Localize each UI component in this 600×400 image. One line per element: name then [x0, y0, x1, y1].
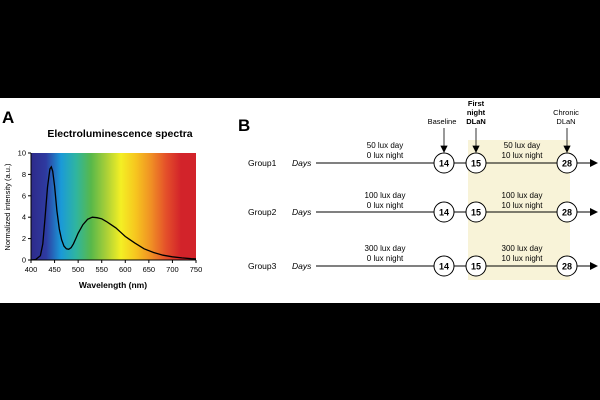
pre-condition-day: 300 lux day: [365, 244, 406, 253]
y-axis-label: Normalized intensity (a.u.): [3, 163, 12, 251]
day-28-circle: [556, 255, 578, 277]
post-condition-day: 50 lux day: [504, 141, 540, 150]
baseline-arrowhead: [440, 145, 448, 153]
y-tick-label: 2: [22, 234, 26, 243]
chronic-label-line1: Chronic: [553, 108, 579, 117]
panel-b-label: B: [238, 116, 251, 135]
post-condition-day: 300 lux day: [502, 244, 543, 253]
chronic-arrowhead: [563, 145, 571, 153]
protocol-timeline: Baseline First night DLaN Chronic DLaN G…: [248, 99, 598, 280]
timeline-arrowhead: [590, 262, 598, 270]
group-row: Group2 Days 100 lux day 0 lux night 100 …: [248, 191, 598, 223]
chart-title: Electroluminescence spectra: [47, 128, 193, 140]
x-axis-label: Wavelength (nm): [79, 280, 147, 290]
pre-condition-day: 50 lux day: [367, 141, 403, 150]
first-night-label-line2: night: [467, 108, 486, 117]
baseline-label: Baseline: [428, 117, 457, 126]
group-name: Group2: [248, 207, 277, 217]
day-14-circle: [433, 201, 455, 223]
chronic-label-line2: DLaN: [556, 117, 575, 126]
figure-panel: A Electroluminescence spectra 0 2 4 6 8 10 40…: [0, 98, 600, 303]
group-row: Group1 Days 50 lux day 0 lux night 50 lu…: [248, 141, 598, 174]
first-night-label-line3: DLaN: [466, 117, 486, 126]
days-label: Days: [292, 207, 312, 217]
timeline-arrowhead: [590, 159, 598, 167]
x-tick-label: 400: [25, 265, 38, 274]
day-14-number: 14: [439, 262, 449, 272]
spectrum-gradient-background: [31, 153, 196, 260]
days-label: Days: [292, 158, 312, 168]
days-label: Days: [292, 261, 312, 271]
first-night-arrowhead: [472, 145, 480, 153]
post-condition-night: 10 lux night: [502, 201, 544, 210]
y-tick-label: 4: [22, 213, 26, 222]
day-28-circle: [556, 201, 578, 223]
x-tick-label: 650: [143, 265, 156, 274]
y-tick-label: 0: [22, 256, 26, 265]
group-name: Group1: [248, 158, 277, 168]
day-14-circle: [433, 255, 455, 277]
x-tick-label: 550: [95, 265, 108, 274]
pre-condition-night: 0 lux night: [367, 254, 404, 263]
post-condition-night: 10 lux night: [502, 254, 544, 263]
timeline-arrowhead: [590, 208, 598, 216]
group-row: Group3 Days 300 lux day 0 lux night 300 …: [248, 244, 598, 277]
day-14-number: 14: [439, 159, 449, 169]
pre-condition-night: 0 lux night: [367, 201, 404, 210]
y-tick-label: 8: [22, 170, 26, 179]
pre-condition-day: 100 lux day: [365, 191, 406, 200]
first-night-label-line1: First: [468, 99, 485, 108]
day-15-number: 15: [471, 159, 481, 169]
spectrum-chart: 0 2 4 6 8 10 400 450 500 550 600 650 700 750 Normali…: [3, 149, 203, 291]
day-28-circle: [556, 152, 578, 174]
post-condition-night: 10 lux night: [502, 151, 544, 160]
y-tick-label: 6: [22, 191, 26, 200]
group-name: Group3: [248, 261, 277, 271]
spectrum-series-line: [30, 165, 197, 261]
day-15-circle: [465, 201, 487, 223]
x-tick-label: 750: [190, 265, 203, 274]
x-tick-label: 500: [72, 265, 85, 274]
pre-condition-night: 0 lux night: [367, 151, 404, 160]
day-15-number: 15: [471, 262, 481, 272]
x-tick-label: 450: [48, 265, 61, 274]
y-tick-label: 10: [18, 149, 26, 158]
day-28-number: 28: [562, 262, 572, 272]
day-14-circle: [433, 152, 455, 174]
day-28-number: 28: [562, 208, 572, 218]
day-28-number: 28: [562, 159, 572, 169]
day-15-circle: [465, 255, 487, 277]
day-14-number: 14: [439, 208, 449, 218]
x-tick-label: 600: [119, 265, 132, 274]
day-15-circle: [465, 152, 487, 174]
post-condition-day: 100 lux day: [502, 191, 543, 200]
x-tick-label: 700: [166, 265, 179, 274]
day-15-number: 15: [471, 208, 481, 218]
panel-a-label: A: [2, 108, 15, 127]
